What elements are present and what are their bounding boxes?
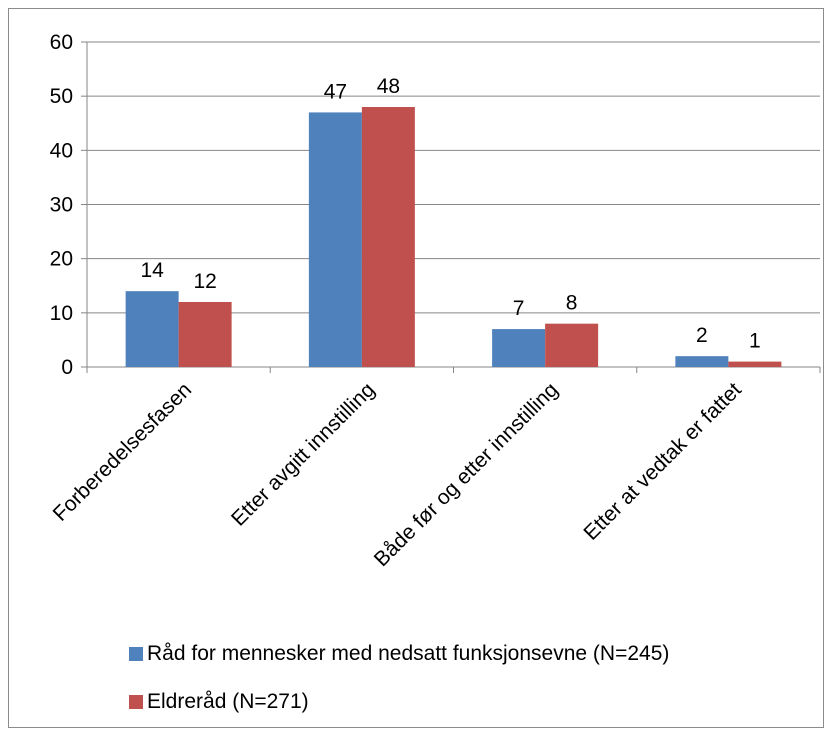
category-label: Etter at vedtak er fattet bbox=[579, 378, 746, 545]
legend-label-series-1: Råd for mennesker med nedsatt funksjonse… bbox=[147, 642, 670, 665]
data-label: 14 bbox=[140, 259, 164, 282]
legend-label-series-2: Eldreråd (N=271) bbox=[147, 690, 309, 713]
data-label: 1 bbox=[749, 330, 761, 353]
y-tick-label: 30 bbox=[50, 194, 73, 217]
y-tick-label: 10 bbox=[50, 302, 73, 325]
data-label: 48 bbox=[377, 75, 400, 98]
data-label: 2 bbox=[696, 324, 708, 347]
y-tick-label: 60 bbox=[50, 31, 73, 54]
bar bbox=[675, 356, 729, 367]
bar bbox=[308, 112, 362, 368]
legend-swatch-series-1 bbox=[129, 647, 143, 661]
bar bbox=[728, 361, 782, 367]
data-label: 8 bbox=[566, 292, 578, 315]
y-tick-label: 20 bbox=[50, 248, 73, 271]
bar bbox=[492, 329, 546, 367]
category-label: Etter avgitt innstilling bbox=[227, 378, 379, 530]
bar bbox=[361, 107, 415, 367]
legend-swatch-series-2 bbox=[129, 695, 143, 709]
data-label: 47 bbox=[324, 80, 347, 103]
data-label: 12 bbox=[193, 270, 216, 293]
y-tick-label: 50 bbox=[50, 85, 73, 108]
bar bbox=[545, 323, 599, 367]
bar bbox=[178, 302, 232, 367]
legend-item-series-2: Eldreråd (N=271) bbox=[129, 690, 309, 714]
y-tick-label: 0 bbox=[61, 356, 73, 379]
data-label: 7 bbox=[513, 297, 525, 320]
category-label: Både før og etter innstilling bbox=[370, 378, 563, 571]
chart-frame: 0 10 20 30 40 50 60 14 12 Forberedelsesfasen 47 48 E… bbox=[8, 8, 824, 728]
bar bbox=[125, 291, 179, 367]
y-tick-label: 40 bbox=[50, 139, 73, 162]
legend-item-series-1: Råd for mennesker med nedsatt funksjonse… bbox=[129, 642, 669, 666]
category-label: Forberedelsesfasen bbox=[49, 378, 197, 526]
